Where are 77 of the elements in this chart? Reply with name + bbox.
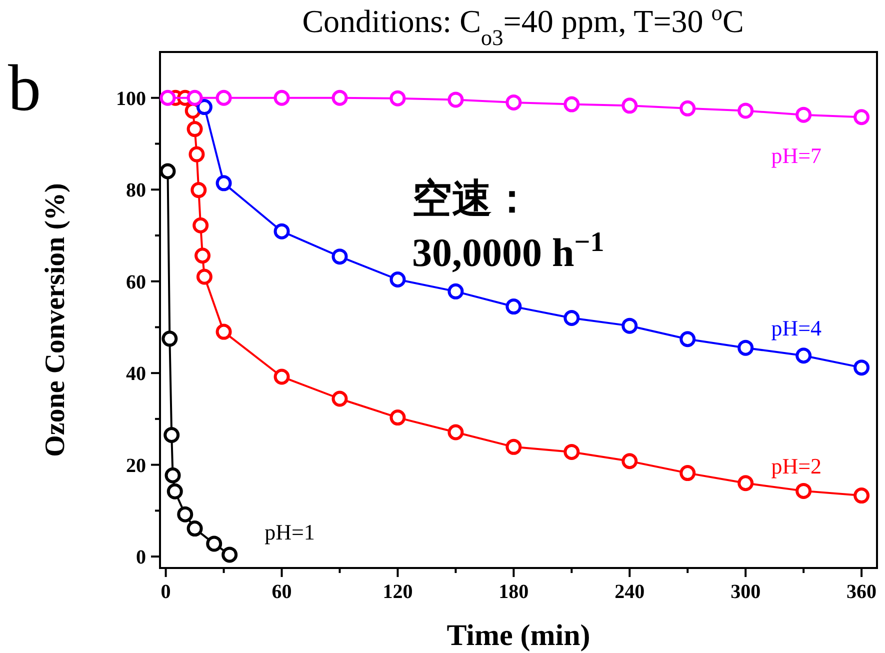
point bbox=[188, 146, 205, 162]
point bbox=[448, 424, 464, 440]
point bbox=[186, 520, 203, 537]
point bbox=[738, 102, 754, 119]
point bbox=[738, 340, 754, 356]
point bbox=[164, 467, 181, 484]
point bbox=[216, 90, 232, 106]
y-tick-label: 40 bbox=[126, 363, 146, 386]
point bbox=[448, 283, 464, 300]
point bbox=[274, 223, 290, 240]
point bbox=[796, 482, 812, 499]
point bbox=[177, 506, 194, 522]
point bbox=[196, 99, 212, 116]
point bbox=[274, 90, 290, 106]
point bbox=[622, 318, 638, 334]
point bbox=[854, 488, 870, 504]
point bbox=[194, 248, 211, 264]
point bbox=[332, 390, 348, 407]
x-tick-label: 180 bbox=[498, 581, 529, 603]
point bbox=[196, 268, 212, 285]
y-tick-label: 60 bbox=[126, 271, 146, 294]
point bbox=[274, 368, 290, 385]
point bbox=[680, 465, 696, 482]
series-label: pH=4 bbox=[771, 316, 822, 341]
point bbox=[186, 90, 203, 106]
y-tick-label: 80 bbox=[126, 180, 146, 202]
y-tick-label: 100 bbox=[116, 88, 146, 110]
point bbox=[216, 175, 232, 192]
point bbox=[854, 360, 870, 376]
point bbox=[680, 331, 696, 348]
point bbox=[796, 348, 812, 364]
x-tick-label: 0 bbox=[160, 581, 171, 603]
point bbox=[206, 536, 222, 552]
point bbox=[738, 475, 754, 492]
text: b bbox=[8, 52, 41, 125]
chart-title: Conditions: C$_{o3}$=40 ppm, T=30 $^{o}$C bbox=[302, 0, 744, 50]
point bbox=[854, 109, 870, 126]
point bbox=[448, 92, 464, 108]
point bbox=[506, 94, 522, 110]
point bbox=[390, 90, 406, 106]
annotation: 30,0000 h$^{−1}$ bbox=[412, 226, 604, 275]
series-label: pH=2 bbox=[771, 454, 822, 479]
x-tick-label: 240 bbox=[614, 581, 645, 603]
point bbox=[216, 324, 232, 340]
series-label: pH=7 bbox=[771, 143, 822, 168]
point bbox=[622, 453, 638, 470]
point bbox=[166, 483, 183, 500]
point bbox=[160, 90, 176, 106]
point bbox=[160, 163, 176, 180]
y-tick-label: 20 bbox=[126, 454, 146, 477]
point bbox=[564, 310, 580, 326]
x-tick-label: 60 bbox=[272, 581, 292, 603]
point bbox=[222, 546, 238, 563]
x-tick-label: 120 bbox=[382, 581, 413, 603]
point bbox=[164, 426, 180, 443]
point bbox=[796, 106, 812, 123]
annotation: 空速： bbox=[412, 176, 532, 221]
point bbox=[564, 444, 580, 460]
point bbox=[622, 98, 638, 114]
point bbox=[190, 182, 207, 198]
point bbox=[506, 438, 522, 455]
point bbox=[506, 298, 522, 315]
point bbox=[564, 96, 580, 112]
point bbox=[390, 410, 406, 426]
x-axis-title: Time (min) bbox=[446, 619, 590, 652]
point bbox=[162, 330, 178, 347]
x-tick-label: 360 bbox=[846, 581, 877, 603]
point bbox=[680, 100, 696, 116]
point bbox=[332, 248, 348, 265]
y-axis-title: Ozone Conversion (%) bbox=[40, 183, 71, 457]
point bbox=[192, 217, 209, 234]
point bbox=[186, 121, 203, 138]
y-tick-label: 0 bbox=[136, 546, 146, 569]
point bbox=[332, 90, 348, 106]
x-tick-label: 300 bbox=[730, 581, 761, 603]
series-label: pH=1 bbox=[264, 520, 315, 545]
point bbox=[390, 272, 406, 288]
